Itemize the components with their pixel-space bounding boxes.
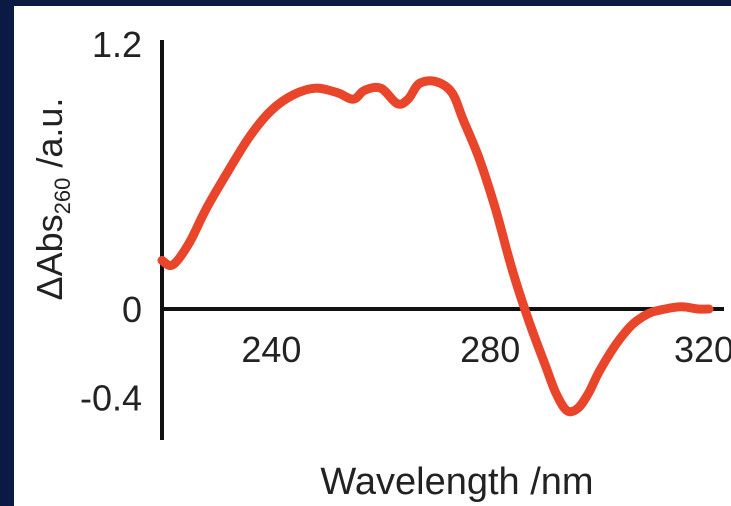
chart-frame: 240 280 320 1.2 0 -0.4 Wavelength /nm ΔAbs260… [14,6,731,506]
series-line [157,76,714,417]
y-axis-label-subscript: 260 [50,178,75,215]
y-axis-label-prefix: ΔAbs [29,214,70,300]
y-tick-label: 0 [122,289,142,330]
tick-labels: 240 280 320 1.2 0 -0.4 [80,24,731,418]
x-axis-label: Wavelength /nm [320,461,593,503]
x-tick-label: 320 [674,329,731,370]
x-tick-label: 240 [241,329,301,370]
y-axis-label: ΔAbs260 /a.u. [29,98,75,301]
y-axis-label-suffix: /a.u. [29,98,70,178]
y-tick-label: 1.2 [92,24,142,65]
x-tick-label: 280 [460,329,520,370]
axes [160,40,724,440]
cd-spectrum-chart: 240 280 320 1.2 0 -0.4 Wavelength /nm ΔAbs260… [29,24,731,503]
y-tick-label: -0.4 [80,377,142,418]
